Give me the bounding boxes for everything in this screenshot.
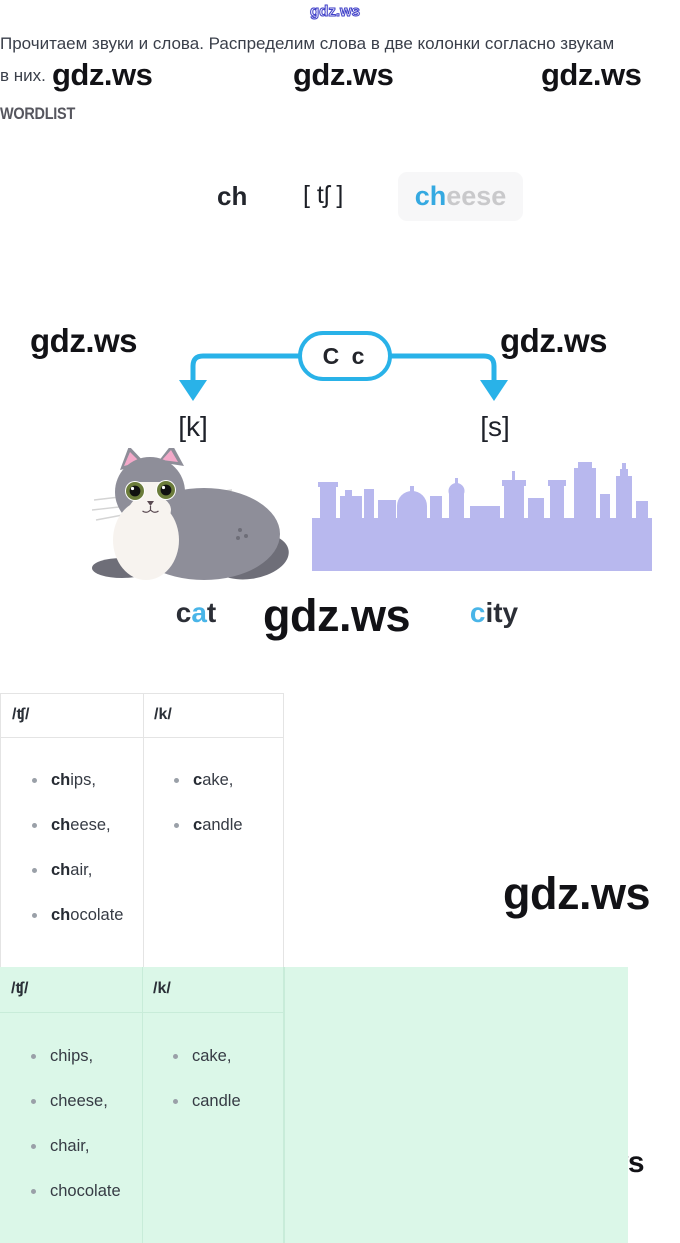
watermark: gdz.ws [30, 322, 138, 359]
table-column-ch: chips, cheese, chair, chocolate [1, 738, 143, 950]
bullet-icon [32, 777, 37, 783]
bullet-icon [32, 912, 37, 918]
bullet-icon [31, 1143, 36, 1149]
watermark: gdz.ws [263, 590, 411, 641]
branch-arrows-icon [179, 353, 508, 401]
task-text-line2: в них. [0, 66, 46, 85]
list-item: cheese, [1, 815, 143, 835]
watermark: gdz.ws [500, 322, 608, 359]
list-item: chair, [1, 860, 143, 880]
table-right-divider [283, 967, 285, 1243]
table-column-divider [143, 694, 144, 967]
list-item: cheese, [0, 1091, 142, 1111]
bullet-icon [31, 1098, 36, 1104]
table-header-divider [0, 1012, 283, 1013]
list-item: chocolate [1, 905, 143, 925]
sound-k: [k] [178, 411, 208, 442]
bullet-icon [32, 822, 37, 828]
answer-table: /ʧ/ /k/ chips, cheese, chair, chocolate … [0, 693, 284, 967]
city-skyline-icon [312, 462, 652, 571]
list-item: chips, [1, 770, 143, 790]
green-column-ch: chips, cheese, chair, chocolate [0, 1013, 142, 1226]
word-city: city [464, 597, 524, 629]
letter-pill: C c [298, 331, 392, 381]
bullet-icon [31, 1053, 36, 1059]
wordlist-heading: WORDLIST [0, 104, 76, 123]
city-highlight: c [469, 597, 486, 628]
watermark-top: gdz.ws [309, 3, 361, 21]
list-item: chair, [0, 1136, 142, 1156]
cat-highlight: a [191, 597, 207, 628]
bullet-icon [174, 822, 179, 828]
list-item: chips, [0, 1046, 142, 1066]
sound-s: [s] [480, 411, 510, 442]
green-column-k: cake, candle [142, 1013, 284, 1136]
table-column-k: cake, candle [143, 738, 285, 860]
task-text-line1: Прочитаем звуки и слова. Распределим сло… [0, 34, 615, 53]
bullet-icon [173, 1098, 178, 1104]
cat-pre: c [175, 597, 192, 628]
answer-table-green: /ʧ/ /k/ chips, cheese, chair, chocolate … [0, 967, 628, 1243]
cat-illustration-icon [92, 448, 289, 580]
digraph-transcription: [ tʃ ] [303, 181, 344, 209]
watermark: gdz.ws [293, 57, 394, 92]
list-item: cake, [142, 1046, 284, 1066]
watermark: gdz.ws [503, 868, 651, 919]
list-item: candle [142, 1091, 284, 1111]
table-header-ch: /ʧ/ [12, 706, 30, 723]
example-highlight: ch [414, 181, 447, 211]
bullet-icon [173, 1053, 178, 1059]
table-header-divider [1, 737, 283, 738]
cat-post: t [206, 597, 217, 628]
bullet-icon [174, 777, 179, 783]
digraph-letters: ch [217, 181, 248, 211]
list-item: cake, [143, 770, 285, 790]
example-rest: eese [446, 181, 507, 211]
green-header-ch: /ʧ/ [11, 980, 29, 997]
bullet-icon [31, 1188, 36, 1194]
word-cat: cat [166, 597, 226, 629]
example-word-cheese: ch eese [398, 172, 523, 221]
watermark: gdz.ws [52, 57, 153, 92]
list-item: candle [143, 815, 285, 835]
watermark: gdz.ws [541, 57, 642, 92]
list-item: chocolate [0, 1181, 142, 1201]
city-rest: ity [485, 597, 519, 628]
green-header-k: /k/ [153, 980, 171, 997]
table-column-divider [142, 967, 143, 1243]
bullet-icon [32, 867, 37, 873]
table-header-k: /k/ [154, 706, 172, 723]
